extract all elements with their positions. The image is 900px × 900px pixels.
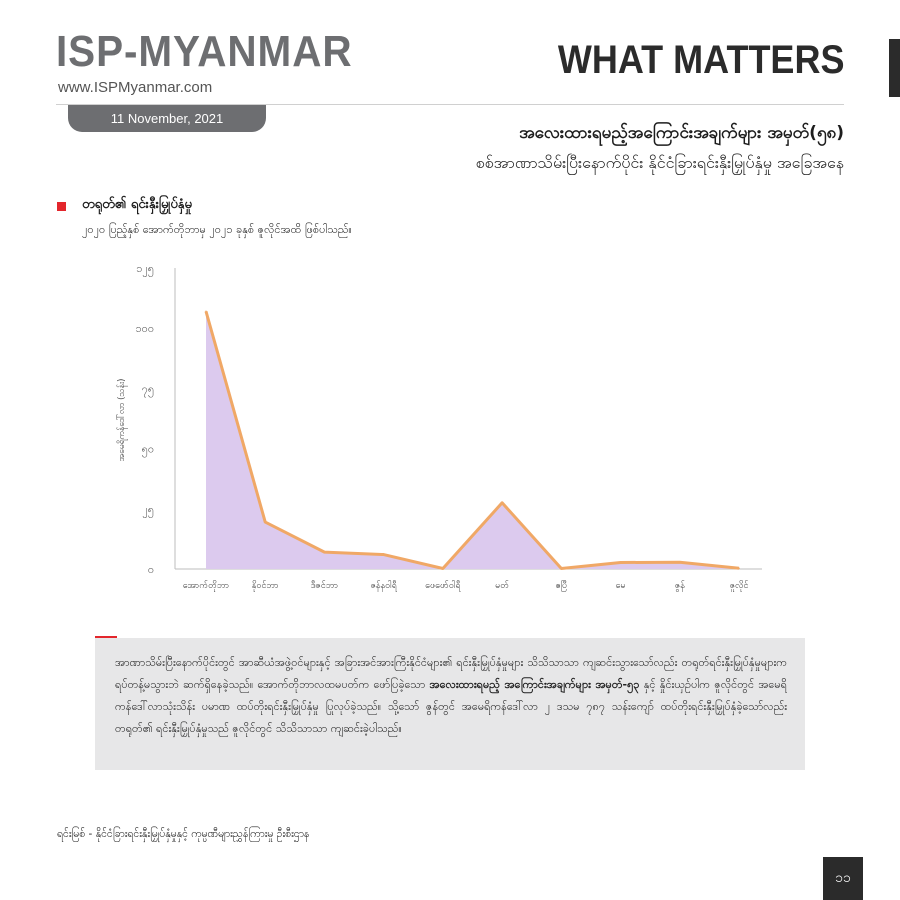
- summary-text-part2: နှင့် နှိုင်းယှဉ်ပါက ဇူလိုင်တွင် အမေရိကန…: [115, 678, 787, 735]
- y-tick-label: ၁၀၀: [135, 322, 154, 335]
- y-axis-title: အမေရိကန်ဒေါ်လာ (သန်း): [116, 379, 128, 462]
- brand-logo: ISP-MYANMAR: [56, 27, 353, 76]
- section-bullet-icon: [57, 202, 66, 211]
- x-tick-label: ဇူလိုင်: [730, 580, 749, 592]
- y-tick-label: ၀: [148, 563, 154, 576]
- x-tick-label: ဒီဇင်ဘာ: [311, 580, 338, 591]
- y-tick-label: ၅၀: [142, 443, 154, 458]
- y-tick-label: ၂၅: [142, 503, 154, 518]
- data-point: [205, 310, 207, 313]
- source-note: ရင်းမြစ် - နိုင်ငံခြားရင်းနှီးမြှုပ်နှံမ…: [57, 828, 310, 840]
- data-point: [678, 561, 681, 564]
- area-fill: [206, 311, 739, 569]
- x-tick-labels: အောက်တိုဘာ နိုဝင်ဘာ ဒီဇင်ဘာ ဇန်နဝါရီ ဖေဖော်ဝ…: [183, 580, 749, 592]
- summary-text-part1: အာဏာသိမ်းပြီးနောက်ပိုင်းတွင် အာဆီယံအဖွဲ့…: [115, 656, 787, 691]
- x-tick-label: ဇန်နဝါရီ: [370, 580, 397, 592]
- x-tick-label: ဧပြီ: [555, 580, 567, 592]
- series-title: WHAT MATTERS: [557, 38, 844, 82]
- data-point: [619, 561, 622, 564]
- section-subheading: ၂၀၂၀ ပြည့်နှစ် အောက်တိုဘာမှ ၂၀၂၁ ခုနှစ် …: [82, 223, 352, 236]
- series-line: [204, 310, 740, 571]
- page-number: ၁၁: [823, 857, 863, 900]
- page-title: အလေးထားရမည့်အကြောင်းအချက်များ အမှတ်(၅၈): [519, 123, 844, 143]
- website-url: www.ISPMyanmar.com: [58, 79, 213, 96]
- summary-text: အာဏာသိမ်းပြီးနောက်ပိုင်းတွင် အာဆီယံအဖွဲ့…: [115, 652, 787, 740]
- x-tick-label: အောက်တိုဘာ: [183, 580, 229, 592]
- page-subtitle: စစ်အာဏာသိမ်းပြီးနောက်ပိုင်း နိုင်ငံခြားရ…: [475, 153, 844, 172]
- data-point: [738, 567, 740, 570]
- summary-text-bold: အလေးထားရမည့် အကြောင်းအချက်များ အမှတ်-၅၃: [429, 678, 640, 691]
- data-point: [264, 521, 267, 523]
- y-tick-label: ၇၅: [142, 382, 154, 397]
- data-point: [323, 551, 326, 553]
- data-point: [382, 553, 385, 556]
- x-tick-label: ဇွန်: [675, 580, 686, 592]
- data-point: [560, 567, 563, 570]
- date-badge: 11 November, 2021: [68, 105, 266, 132]
- data-point: [442, 567, 444, 570]
- data-point: [501, 501, 503, 504]
- header-divider: [56, 104, 844, 105]
- x-tick-label: မတ်: [495, 580, 509, 591]
- section-heading: တရုတ်၏ ရင်းနှီးမြှုပ်နှံမှု: [82, 197, 192, 212]
- x-tick-label: နိုဝင်ဘာ: [252, 580, 279, 592]
- y-tick-label: ၁၂၅: [136, 262, 154, 277]
- x-tick-label: ဖေဖော်ဝါရီ: [425, 580, 461, 592]
- summary-box: [95, 638, 805, 770]
- series-china-investment: [204, 310, 740, 571]
- y-tick-labels: ၀ ၂၅ ၅၀ ၇၅ ၁၀၀ ၁၂၅: [135, 262, 154, 576]
- x-tick-label: မေ: [616, 581, 626, 591]
- corner-accent-bar: [889, 39, 900, 97]
